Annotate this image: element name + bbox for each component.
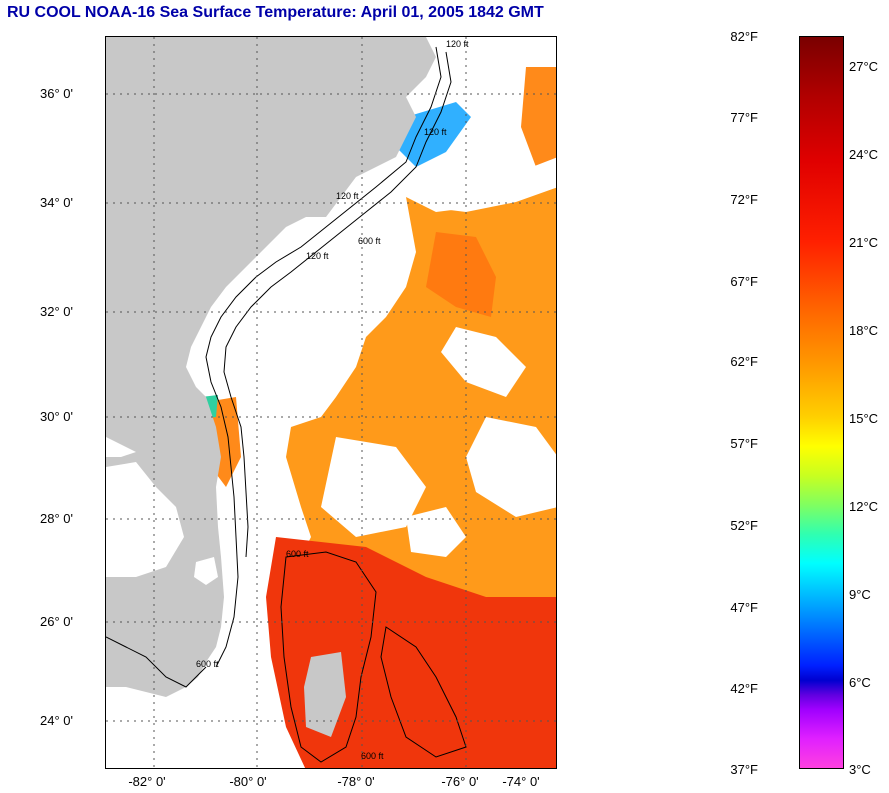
lat-label: 32° 0' [40, 304, 73, 319]
us-mainland [106, 37, 436, 697]
colorbar-c-label: 24°C [849, 147, 879, 162]
contour-600ft [223, 51, 452, 558]
cloud-gap [466, 417, 556, 517]
colorbar-c-label: 6°C [849, 675, 871, 690]
colorbar-f-label: 62°F [730, 354, 758, 369]
graticule [106, 37, 556, 768]
gulf-water [106, 462, 184, 577]
colorbar-f-label: 47°F [730, 600, 758, 615]
colorbar-c-label: 18°C [849, 323, 879, 338]
map-title: RU COOL NOAA-16 Sea Surface Temperature:… [7, 4, 544, 21]
colorbar-c-label: 27°C [849, 59, 879, 74]
contour-bahamas-east [380, 626, 467, 758]
cloud-gap [406, 157, 556, 212]
lat-label: 36° 0' [40, 86, 73, 101]
colorbar-f-label: 82°F [730, 29, 758, 44]
contour-labels: 120 ft 120 ft 120 ft 600 ft 120 ft 600 f… [196, 39, 469, 761]
sst-map[interactable]: 120 ft 120 ft 120 ft 600 ft 120 ft 600 f… [105, 36, 557, 769]
colorbar-f-label: 42°F [730, 681, 758, 696]
lon-label: -76° 0' [441, 774, 479, 789]
colorbar-f-label: 67°F [730, 274, 758, 289]
lat-label: 26° 0' [40, 614, 73, 629]
sst-field [201, 67, 556, 768]
lake-okeechobee [194, 557, 218, 585]
colorbar-c-label: 15°C [849, 411, 879, 426]
colorbar-c-label: 21°C [849, 235, 879, 250]
cloud-gap [321, 437, 426, 537]
colorbar-f-label: 72°F [730, 192, 758, 207]
bathymetry-contours [106, 46, 467, 763]
contour-label: 120 ft [424, 127, 447, 137]
lon-label: -80° 0' [229, 774, 267, 789]
colorbar-f-label: 77°F [730, 110, 758, 125]
contour-label: 120 ft [446, 39, 469, 49]
lat-label: 24° 0' [40, 713, 73, 728]
colorbar-c-label: 9°C [849, 587, 871, 602]
contour-label: 600 ft [361, 751, 384, 761]
colorbar-f-label: 52°F [730, 518, 758, 533]
colorbar-c-label: 12°C [849, 499, 879, 514]
cloud-gap [286, 292, 346, 367]
lat-label: 34° 0' [40, 195, 73, 210]
contour-florida-keys [106, 636, 207, 688]
lat-label: 30° 0' [40, 409, 73, 424]
contour-label: 600 ft [286, 549, 309, 559]
lon-label: -78° 0' [337, 774, 375, 789]
colorbar-c-label: 3°C [849, 762, 871, 777]
colorbar-f-label: 37°F [730, 762, 758, 777]
cloud-gap [441, 327, 526, 397]
colorbar-f-label: 57°F [730, 436, 758, 451]
warm-patch-east [521, 67, 556, 167]
contour-120ft [205, 46, 442, 668]
orange-patch [426, 232, 496, 317]
land [106, 37, 436, 737]
contour-label: 600 ft [358, 236, 381, 246]
contour-label: 120 ft [336, 191, 359, 201]
lon-label: -74° 0' [502, 774, 540, 789]
lat-label: 28° 0' [40, 511, 73, 526]
contour-bahamas [280, 551, 377, 763]
contour-label: 120 ft [306, 251, 329, 261]
contour-label: 600 ft [196, 659, 219, 669]
lon-label: -82° 0' [128, 774, 166, 789]
sst-map-canvas: 120 ft 120 ft 120 ft 600 ft 120 ft 600 f… [106, 37, 556, 768]
bahamas-andros [304, 652, 346, 737]
temperature-colorbar [799, 36, 844, 769]
